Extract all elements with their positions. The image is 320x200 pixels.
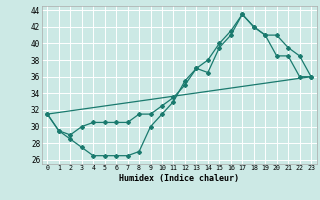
X-axis label: Humidex (Indice chaleur): Humidex (Indice chaleur) (119, 174, 239, 183)
